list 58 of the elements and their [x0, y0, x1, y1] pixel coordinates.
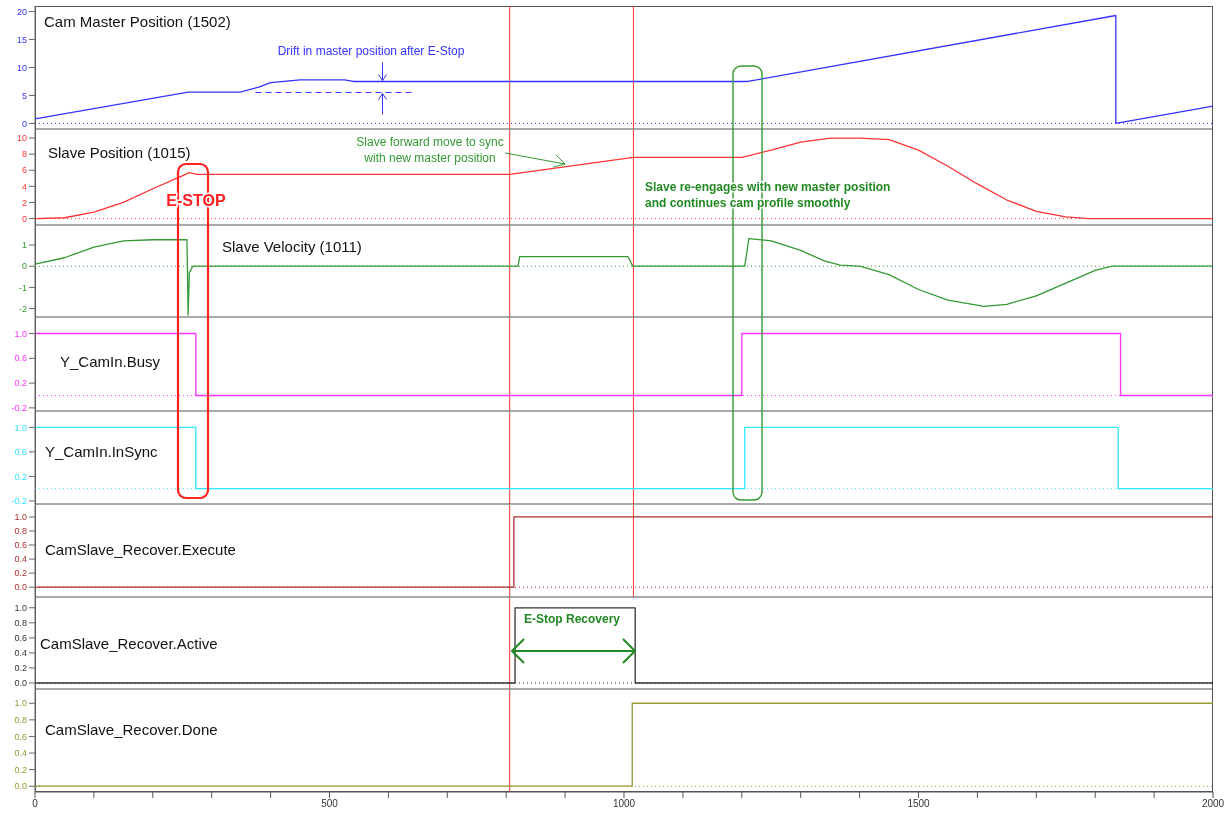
- y-tick-label: 1.0: [14, 422, 27, 433]
- y-tick-label: 0.6: [14, 540, 27, 551]
- y-tick-label: 0: [21, 213, 27, 224]
- y-tick-label: 0.2: [14, 378, 27, 389]
- text: Y_CamIn.Busy: [60, 353, 161, 370]
- y-tick-label: 0.6: [14, 353, 27, 364]
- annotation: Slave forward move to sync with new master position: [356, 135, 504, 165]
- y-tick-label: 0.6: [14, 633, 27, 644]
- y-tick-label: 0.6: [14, 447, 27, 458]
- y-tick-label: 10: [16, 62, 27, 73]
- y-tick-label: 0.8: [14, 618, 27, 629]
- y-tick-label: 0.0: [14, 582, 27, 593]
- x-tick-label: 0: [32, 798, 39, 810]
- x-tick-label: 500: [321, 798, 339, 810]
- y-tick-label: 0.8: [14, 526, 27, 537]
- y-tick-label: 1.0: [14, 698, 27, 709]
- y-tick-label: 0.6: [14, 731, 27, 742]
- y-tick-label: -1: [18, 282, 27, 293]
- y-tick-label: 0.4: [14, 554, 27, 565]
- text: CamSlave_Recover.Done: [45, 721, 218, 738]
- y-tick-label: 0.2: [14, 663, 27, 674]
- y-tick-label: 20: [16, 6, 27, 17]
- y-tick-label: 8: [21, 149, 27, 160]
- y-tick-label: 4: [21, 181, 27, 192]
- y-tick-label: 10: [16, 133, 27, 144]
- x-tick-label: 1000: [612, 798, 636, 810]
- y-tick-label: 2: [21, 197, 27, 208]
- text: Y_CamIn.InSync: [45, 443, 159, 460]
- y-tick-label: 0.4: [14, 748, 27, 759]
- text: Slave Position (1015): [48, 144, 191, 161]
- text: CamSlave_Recover.Execute: [45, 541, 236, 558]
- text: CamSlave_Recover.Active: [40, 635, 218, 652]
- y-tick-label: 0.4: [14, 648, 27, 659]
- y-tick-label: 0: [21, 261, 27, 272]
- x-tick-label: 1500: [907, 798, 931, 810]
- y-tick-label: 15: [16, 34, 27, 45]
- y-tick-label: -2: [18, 303, 27, 314]
- y-tick-label: 0.2: [14, 764, 27, 775]
- line-series: [35, 14, 1213, 125]
- text: Cam Master Position (1502): [44, 13, 231, 30]
- y-tick-label: 1.0: [14, 512, 27, 523]
- y-tick-label: 0: [21, 118, 27, 129]
- y-tick-label: 0.8: [14, 715, 27, 726]
- annotation: Drift in master position after E-Stop: [277, 44, 465, 59]
- annotation: E-Stop Recovery: [523, 612, 621, 627]
- y-tick-label: 1.0: [14, 328, 27, 339]
- y-tick-label: 1: [21, 240, 27, 251]
- y-tick-label: -0.2: [11, 496, 27, 507]
- y-tick-label: 0.0: [14, 678, 27, 689]
- y-tick-label: 6: [21, 165, 27, 176]
- y-tick-label: 0.0: [14, 781, 27, 792]
- y-tick-label: 0.2: [14, 568, 27, 579]
- y-tick-label: 0.2: [14, 471, 27, 482]
- y-tick-label: 5: [21, 90, 27, 101]
- y-tick-label: -0.2: [11, 403, 27, 414]
- y-tick-label: 1.0: [14, 602, 27, 613]
- x-tick-label: 2000: [1201, 798, 1225, 810]
- text: Slave Velocity (1011): [222, 238, 362, 255]
